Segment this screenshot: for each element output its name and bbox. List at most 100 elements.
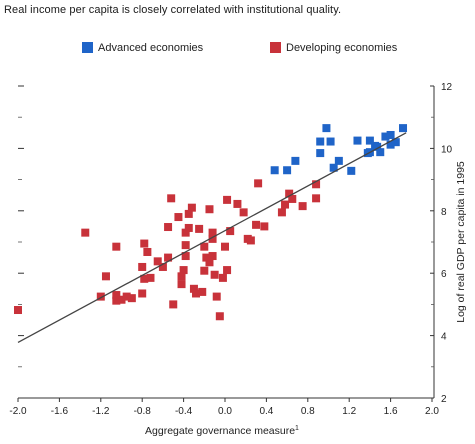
x-tick-label: -0.8 xyxy=(134,406,152,417)
point-advanced xyxy=(334,156,343,165)
point-developing xyxy=(158,262,167,271)
y-tick-label: 12 xyxy=(441,82,453,93)
point-developing xyxy=(122,292,131,301)
point-advanced xyxy=(270,166,279,175)
y-tick-label: 8 xyxy=(441,207,447,218)
point-advanced xyxy=(381,132,390,141)
point-developing xyxy=(221,242,229,251)
point-developing xyxy=(169,300,178,309)
point-developing xyxy=(140,274,149,283)
x-ticks: -2.0 -1.6 -1.2 -0.8 -0.4 0.0 0.4 0.8 1.2 1.6 2.0 xyxy=(9,398,439,417)
point-developing xyxy=(192,289,201,298)
point-developing xyxy=(200,242,209,251)
point-developing xyxy=(239,208,248,217)
point-developing xyxy=(254,179,263,188)
point-advanced xyxy=(326,137,335,146)
point-developing xyxy=(164,253,173,262)
x-tick-label: 2.0 xyxy=(425,406,439,417)
legend-label-advanced: Advanced economies xyxy=(98,42,204,54)
point-developing xyxy=(210,270,219,279)
x-tick-label: -1.6 xyxy=(51,406,69,417)
point-developing xyxy=(212,292,221,301)
point-developing xyxy=(200,266,209,275)
point-developing xyxy=(181,241,190,250)
point-developing xyxy=(143,247,152,256)
point-developing xyxy=(285,189,294,198)
point-advanced xyxy=(353,136,362,145)
point-developing xyxy=(112,291,121,300)
point-developing xyxy=(198,287,207,296)
point-developing xyxy=(215,312,224,321)
point-developing xyxy=(177,272,186,281)
point-developing xyxy=(298,202,307,211)
point-developing xyxy=(281,200,290,209)
point-developing xyxy=(205,258,214,267)
point-developing xyxy=(112,242,121,251)
legend-label-developing: Developing economies xyxy=(286,42,398,54)
point-developing xyxy=(288,194,297,203)
x-tick-label: 0.8 xyxy=(301,406,315,417)
point-advanced xyxy=(347,166,356,175)
data-points xyxy=(14,124,408,321)
x-axis-label: Aggregate governance measure1 xyxy=(145,425,299,437)
x-tick-label: -1.2 xyxy=(92,406,110,417)
point-developing xyxy=(181,228,190,237)
point-developing xyxy=(189,284,198,293)
point-developing xyxy=(146,273,155,282)
point-developing xyxy=(140,239,149,248)
point-developing xyxy=(81,228,90,237)
point-advanced xyxy=(291,156,300,165)
point-advanced xyxy=(329,163,338,172)
x-tick-label: 1.6 xyxy=(384,406,398,417)
point-developing xyxy=(202,253,211,262)
point-developing xyxy=(167,194,176,203)
point-developing xyxy=(164,223,173,232)
legend: Advanced economies Developing economies xyxy=(82,42,398,54)
point-developing xyxy=(218,273,227,282)
point-advanced xyxy=(386,140,395,149)
point-advanced xyxy=(391,138,400,147)
point-developing xyxy=(184,223,193,232)
point-advanced xyxy=(316,137,325,146)
point-developing xyxy=(101,272,110,281)
point-developing xyxy=(181,252,190,261)
y-tick-label: 4 xyxy=(441,332,447,343)
x-tick-label: -0.4 xyxy=(175,406,193,417)
point-developing xyxy=(96,292,105,301)
point-advanced xyxy=(376,148,385,157)
point-developing xyxy=(177,280,186,289)
point-developing xyxy=(127,294,136,303)
legend-swatch-developing xyxy=(270,42,281,53)
point-developing xyxy=(223,195,232,204)
point-developing xyxy=(174,213,183,222)
legend-swatch-advanced xyxy=(82,42,93,53)
point-developing xyxy=(246,236,255,245)
point-developing xyxy=(112,296,121,305)
point-developing xyxy=(233,199,242,208)
point-developing xyxy=(117,295,126,304)
point-advanced xyxy=(283,166,292,175)
point-developing xyxy=(14,306,22,315)
point-advanced xyxy=(322,124,331,133)
x-axis-label-superscript: 1 xyxy=(295,425,299,432)
point-developing xyxy=(226,227,235,236)
y-tick-label: 10 xyxy=(441,144,453,155)
point-developing xyxy=(138,262,147,271)
y-axis-label: Log of real GDP per capita in 1995 xyxy=(455,161,467,323)
point-developing xyxy=(138,289,147,298)
point-developing xyxy=(195,224,204,233)
point-developing xyxy=(312,194,321,203)
point-advanced xyxy=(373,142,382,151)
point-developing xyxy=(277,208,286,217)
x-tick-label: -2.0 xyxy=(9,406,27,417)
point-developing xyxy=(208,228,217,237)
point-advanced xyxy=(365,136,374,145)
x-tick-label: 0.0 xyxy=(218,406,232,417)
point-developing xyxy=(205,205,214,214)
point-advanced xyxy=(399,124,408,133)
point-developing xyxy=(184,209,193,218)
point-developing xyxy=(187,203,196,212)
y-tick-label: 6 xyxy=(441,269,447,280)
point-developing xyxy=(260,222,269,231)
